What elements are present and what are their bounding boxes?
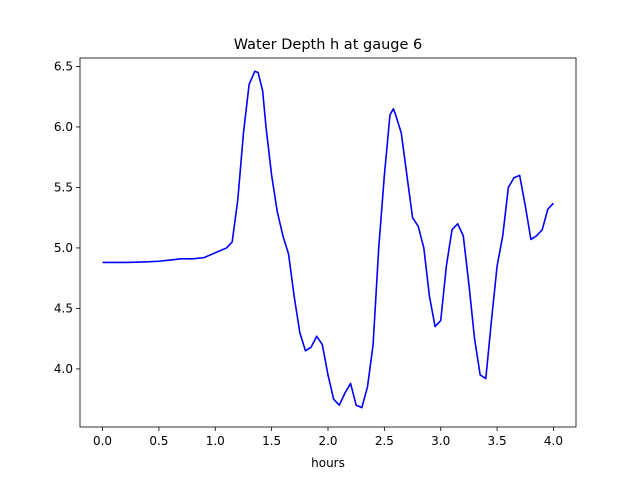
x-tick-label: 3.0 [431, 434, 450, 448]
x-tick-label: 0.0 [93, 434, 112, 448]
y-tick-label: 5.0 [54, 241, 73, 255]
x-tick-label: 2.5 [375, 434, 394, 448]
x-tick-label: 4.0 [544, 434, 563, 448]
y-tick-label: 5.5 [54, 180, 73, 194]
x-tick-label: 1.5 [262, 434, 281, 448]
y-tick-label: 6.5 [54, 59, 73, 73]
plot-area: 0.0 0.5 1.0 1.5 2.0 2.5 3.0 3.5 4.0 4.0 4.5 5.0 5.5 6… [54, 57, 577, 448]
y-tick-label: 4.5 [54, 301, 73, 315]
x-tick-label: 2.0 [318, 434, 337, 448]
x-tick-label: 3.5 [488, 434, 507, 448]
x-axis-label: hours [311, 456, 345, 470]
series-line-0 [102, 70, 555, 409]
chart-title: Water Depth h at gauge 6 [234, 37, 422, 53]
y-tick-label: 6.0 [54, 120, 73, 134]
x-tick-label: 0.5 [149, 434, 168, 448]
y-tick-label: 4.0 [54, 362, 73, 376]
x-tick-label: 1.0 [206, 434, 225, 448]
